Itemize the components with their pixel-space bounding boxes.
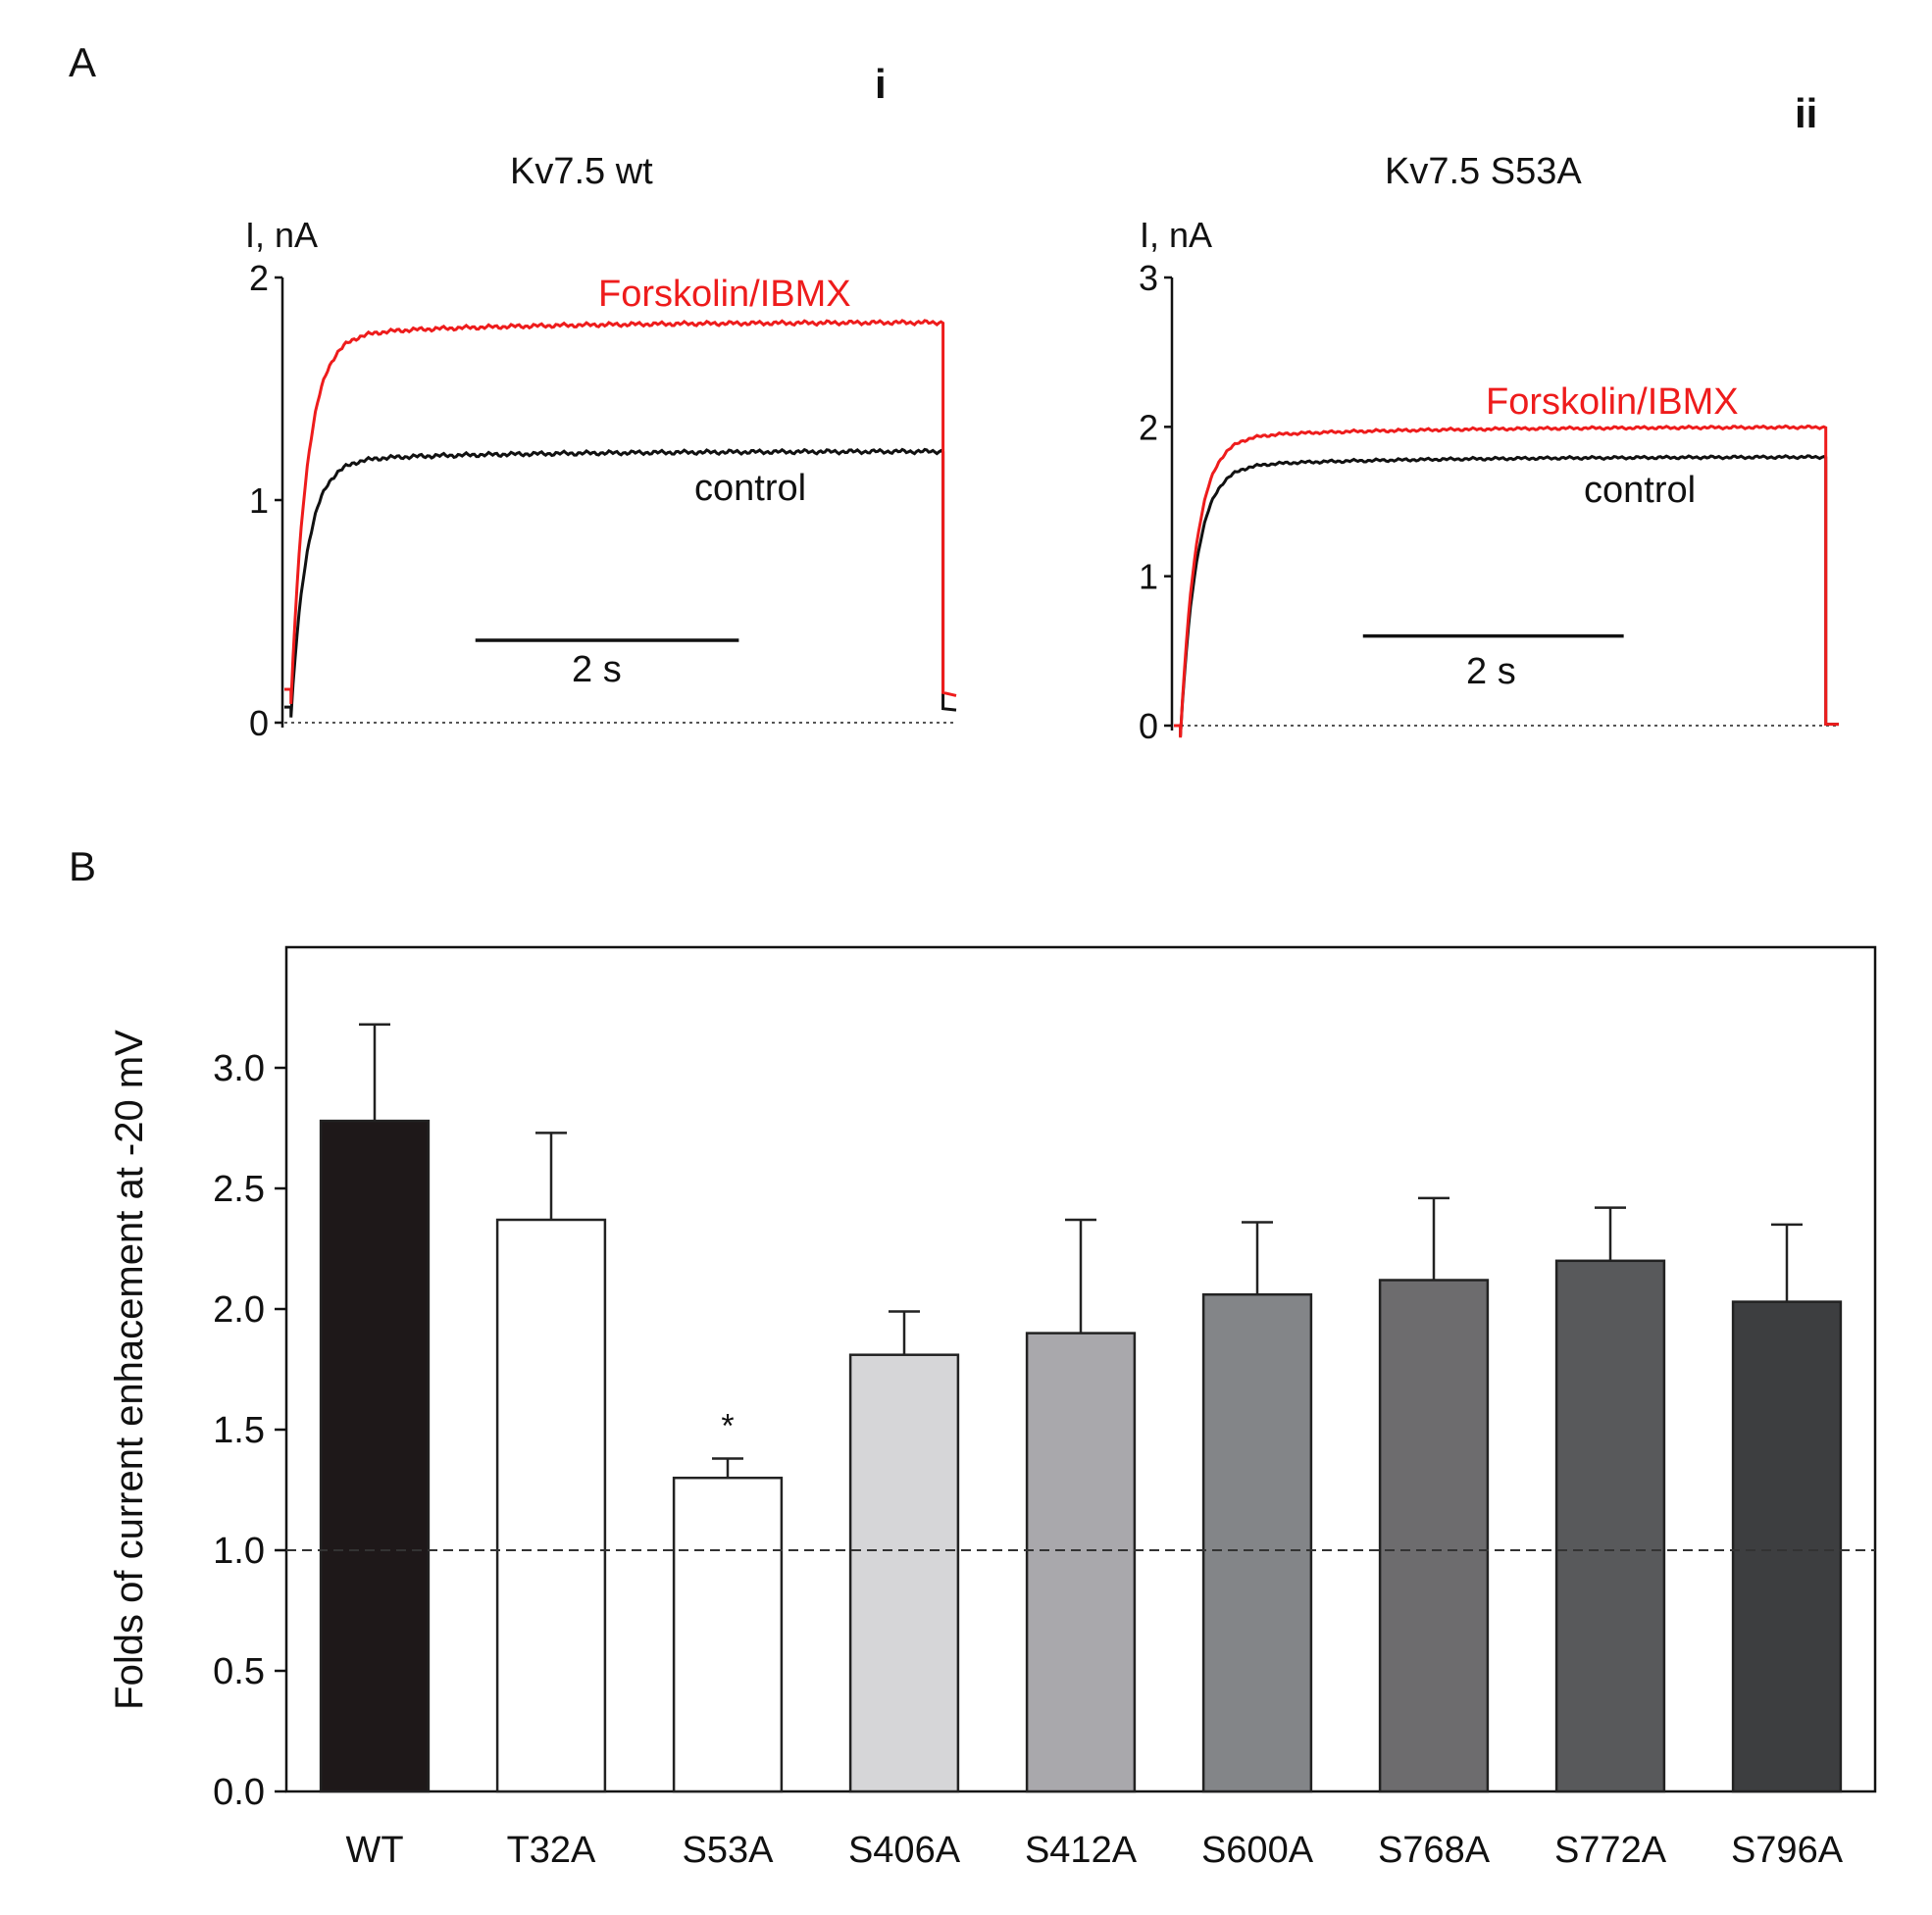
y-tick-label: 0.0 [213, 1772, 265, 1813]
x-axis-labels: WT T32A S53A S406A S412A S600A S768A S772A S796A [345, 1830, 1843, 1871]
bar-s796a [1731, 1300, 1843, 1793]
significance-star: * [721, 1408, 734, 1445]
bar-s772a [1554, 1259, 1666, 1793]
y-tick-label: 1 [249, 480, 269, 521]
x-tick-label-s796a: S796A [1731, 1830, 1844, 1871]
y-tick-label: 0 [249, 703, 269, 743]
y-tick-label: 3.0 [213, 1048, 265, 1089]
bar-s600a [1201, 1292, 1313, 1793]
forskolin-ibmx-trace [284, 319, 957, 704]
panel-ai-yticks: 0 1 2 [249, 258, 282, 743]
x-tick-label-wt: WT [345, 1830, 403, 1871]
panel-ai-title: Kv7.5 wt [510, 151, 653, 192]
y-tick-label: 1.5 [213, 1410, 265, 1451]
scale-bar-label: 2 s [572, 649, 622, 690]
error-bars [359, 1023, 1803, 1479]
panel-ai-ylabel: I, nA [245, 215, 318, 255]
control-trace [284, 447, 957, 718]
y-tick-label: 2 [1139, 407, 1158, 447]
bar-t32a [495, 1218, 607, 1793]
bar-s768a [1378, 1279, 1490, 1793]
panel-ai-roman: i [875, 61, 887, 107]
legend-forskolin-ibmx: Forskolin/IBMX [1486, 381, 1739, 423]
x-tick-label-s53a: S53A [683, 1830, 775, 1871]
bars [319, 1119, 1843, 1793]
bar-s406a [848, 1353, 960, 1793]
bar-wt [319, 1119, 431, 1793]
y-tick-label: 0 [1139, 706, 1158, 746]
x-tick-label-s406a: S406A [848, 1830, 961, 1871]
forskolin-ibmx-trace [1174, 424, 1840, 738]
bar-s412a [1025, 1332, 1137, 1793]
y-tick-label: 2.0 [213, 1289, 265, 1331]
y-tick-label: 0.5 [213, 1651, 265, 1692]
x-tick-label-t32a: T32A [507, 1830, 596, 1871]
legend-control: control [1584, 470, 1696, 511]
y-tick-label: 1 [1139, 557, 1158, 597]
y-axis-label: Folds of current enhacement at -20 mV [108, 1030, 151, 1710]
legend-control: control [694, 468, 806, 509]
significance-markers: * [721, 1408, 734, 1445]
legend-forskolin-ibmx: Forskolin/IBMX [598, 274, 851, 315]
scale-bar-label: 2 s [1466, 651, 1516, 692]
bar-s53a [672, 1476, 784, 1793]
x-tick-label-s772a: S772A [1554, 1830, 1667, 1871]
y-tick-label: 1.0 [213, 1531, 265, 1572]
y-tick-label: 2.5 [213, 1169, 265, 1210]
x-tick-label-s600a: S600A [1201, 1830, 1314, 1871]
panel-a-label: A [69, 39, 96, 85]
control-trace [1174, 454, 1840, 737]
x-tick-label-s768a: S768A [1378, 1830, 1491, 1871]
y-tick-label: 3 [1139, 258, 1158, 298]
panel-aii-yticks: 0 1 2 3 [1139, 258, 1172, 746]
y-axis-ticks: 0.0 0.5 1.0 1.5 2.0 2.5 3.0 [213, 1048, 286, 1813]
y-tick-label: 2 [249, 258, 269, 298]
panel-b-label: B [69, 843, 96, 889]
bar-chart-panel: 0.0 0.5 1.0 1.5 2.0 2.5 3.0 * WT T32A S53A S406A S… [108, 945, 1877, 1871]
panel-aii-ylabel: I, nA [1140, 215, 1212, 255]
panel-aii-title: Kv7.5 S53A [1385, 151, 1582, 192]
trace-panel-wt: i Kv7.5 wt I, nA 0 1 2 Forskolin/IBMX cont… [245, 61, 957, 743]
x-tick-label-s412a: S412A [1025, 1830, 1138, 1871]
panel-aii-roman: ii [1795, 90, 1817, 136]
